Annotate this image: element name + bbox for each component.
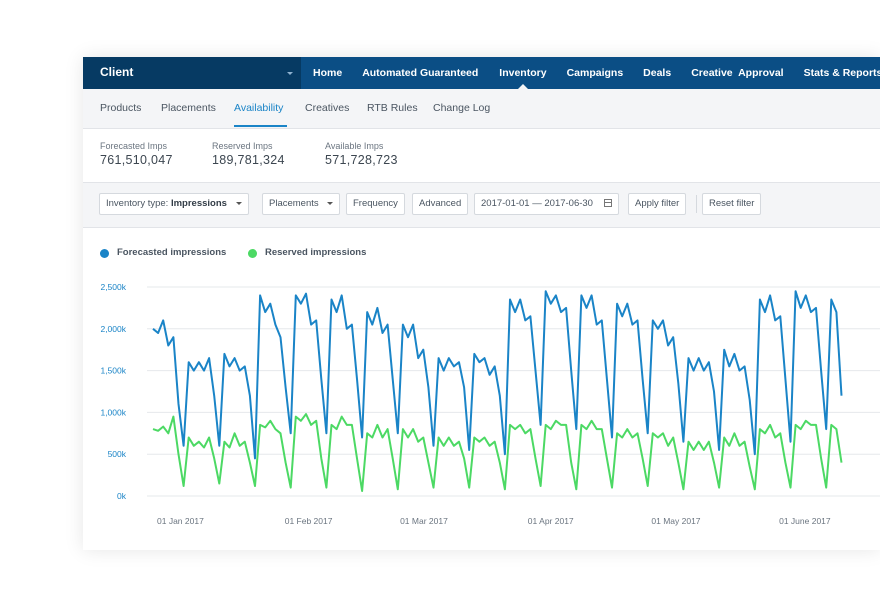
y-tick-label: 2,500k bbox=[100, 282, 126, 292]
series-color-dot bbox=[100, 249, 109, 258]
advanced-button[interactable]: Advanced bbox=[412, 193, 469, 215]
tab-creatives[interactable]: Creatives bbox=[305, 102, 350, 114]
frequency-button[interactable]: Frequency bbox=[346, 193, 405, 215]
app-window: Client Home Automated Guaranteed Invento… bbox=[83, 57, 880, 550]
reset-filter-label: Reset filter bbox=[709, 198, 755, 209]
inventory-type-value: Impressions bbox=[170, 198, 227, 209]
nav-inventory[interactable]: Inventory bbox=[499, 57, 547, 89]
frequency-label: Frequency bbox=[353, 198, 398, 209]
divider bbox=[696, 195, 697, 213]
filter-bar: Inventory type: Impressions Placements F… bbox=[83, 183, 880, 228]
series-color-dot bbox=[248, 249, 257, 258]
client-selector[interactable]: Client bbox=[83, 57, 301, 89]
stat-label: Reserved Imps bbox=[212, 141, 273, 151]
nav-stats-reports[interactable]: Stats & Reports bbox=[803, 67, 880, 79]
inventory-type-dropdown[interactable]: Inventory type: Impressions bbox=[99, 193, 249, 215]
nav-creative-approval[interactable]: Creative Approval bbox=[691, 67, 784, 79]
tab-products[interactable]: Products bbox=[100, 102, 142, 114]
tab-availability[interactable]: Availability bbox=[234, 102, 284, 114]
legend-label: Reserved impressions bbox=[265, 247, 367, 258]
nav-automated-guaranteed[interactable]: Automated Guaranteed bbox=[362, 67, 479, 79]
top-navigation-bar: Client Home Automated Guaranteed Invento… bbox=[83, 57, 880, 89]
stats-summary: Forecasted Imps 761,510,047 Reserved Imp… bbox=[83, 129, 880, 183]
chevron-down-icon bbox=[235, 201, 242, 205]
series-line-forecasted[interactable] bbox=[152, 290, 843, 460]
series-line-reserved[interactable] bbox=[152, 413, 843, 492]
active-tab-indicator bbox=[234, 125, 287, 127]
stat-label: Available Imps bbox=[325, 141, 384, 151]
date-range-picker[interactable]: 2017-01-01 — 2017-06-30 bbox=[474, 193, 619, 215]
calendar-icon bbox=[603, 199, 612, 208]
placements-label: Placements bbox=[269, 198, 319, 209]
tab-placements[interactable]: Placements bbox=[161, 102, 216, 114]
stat-value: 761,510,047 bbox=[100, 153, 173, 167]
reset-filter-button[interactable]: Reset filter bbox=[702, 193, 762, 215]
legend-label: Forecasted impressions bbox=[117, 247, 227, 258]
stat-label: Forecasted Imps bbox=[100, 141, 168, 151]
stat-reserved: Reserved Imps 189,781,324 bbox=[212, 141, 285, 167]
y-tick-label: 1,500k bbox=[100, 366, 126, 376]
advanced-label: Advanced bbox=[419, 198, 462, 209]
tab-rtb-rules[interactable]: RTB Rules bbox=[367, 102, 418, 114]
stat-value: 189,781,324 bbox=[212, 153, 285, 167]
main-nav: Home Automated Guaranteed Inventory Camp… bbox=[313, 57, 880, 89]
y-tick-label: 0k bbox=[117, 491, 127, 501]
x-tick-label: 01 May 2017 bbox=[651, 516, 700, 526]
y-tick-label: 1,000k bbox=[100, 407, 126, 417]
availability-chart: 0k 500k 1,000k 1,500k 2,000k 2,500k 01 Jan 201… bbox=[100, 282, 880, 526]
stat-value: 571,728,723 bbox=[325, 153, 398, 167]
stat-forecasted: Forecasted Imps 761,510,047 bbox=[100, 141, 173, 167]
client-name: Client bbox=[100, 65, 134, 79]
chevron-down-icon bbox=[287, 72, 293, 75]
x-tick-label: 01 June 2017 bbox=[779, 516, 831, 526]
tab-change-log[interactable]: Change Log bbox=[433, 102, 491, 114]
x-tick-label: 01 Mar 2017 bbox=[400, 516, 448, 526]
inventory-type-label: Inventory type: bbox=[106, 198, 169, 209]
apply-filter-label: Apply filter bbox=[635, 198, 680, 209]
chevron-down-icon bbox=[327, 201, 334, 205]
nav-deals[interactable]: Deals bbox=[643, 67, 672, 79]
apply-filter-button[interactable]: Apply filter bbox=[628, 193, 687, 215]
stat-available: Available Imps 571,728,723 bbox=[325, 141, 398, 167]
sub-navigation: Products Placements Availability Creativ… bbox=[83, 89, 880, 129]
x-tick-label: 01 Jan 2017 bbox=[157, 516, 204, 526]
placements-dropdown[interactable]: Placements bbox=[262, 193, 341, 215]
y-tick-label: 500k bbox=[108, 449, 127, 459]
x-tick-label: 01 Apr 2017 bbox=[528, 516, 574, 526]
date-range-value: 2017-01-01 — 2017-06-30 bbox=[481, 198, 593, 209]
nav-campaigns[interactable]: Campaigns bbox=[566, 67, 624, 79]
x-tick-label: 01 Feb 2017 bbox=[285, 516, 333, 526]
nav-home[interactable]: Home bbox=[313, 67, 343, 79]
y-tick-label: 2,000k bbox=[100, 324, 126, 334]
